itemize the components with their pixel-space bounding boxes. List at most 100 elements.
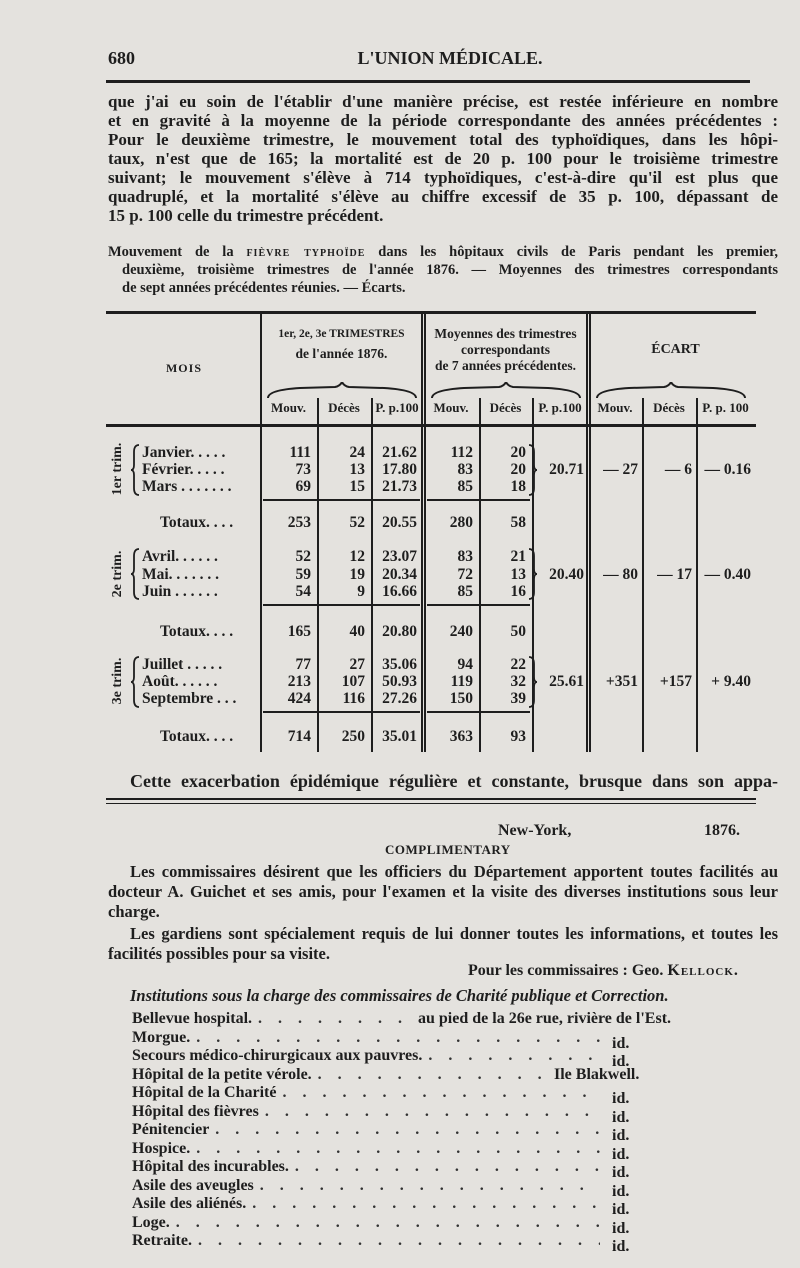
institution-name: Hospice. [132,1139,191,1157]
table-cell: 22 [510,656,527,673]
column-header: P. p.100 [538,400,582,415]
table-cell: 94 [457,656,474,673]
table-cell: 85 [457,583,474,600]
column-divider [479,398,481,752]
ecart-cell: — 17 [657,566,692,583]
column-divider [371,398,373,752]
group-header-line: 1er, 2e, 3e TRIMESTRES [278,328,405,340]
table-cell: 280 [449,514,473,531]
group-header-line: correspondants [460,342,550,357]
table-cell: 32 [510,673,527,690]
table-cell: 50 [510,623,527,640]
table-cell: 50.93 [382,673,417,690]
section-rule-2 [106,803,756,804]
institution-name: Secours médico-chirurgicaux aux pauvres. [132,1047,423,1064]
subtotal-rule [263,711,420,713]
institution-name: Bellevue hospital. [132,1010,253,1027]
institution-row: Hôpital de la petite vérole. . . . . . . … [132,1066,542,1084]
after-table-text: Cette exacerbation épidémique régulière … [130,771,778,791]
leader-dots: . . . . . . . . . . . . . . . . . . . . … [197,1232,600,1249]
table-cell: 714 [287,728,311,745]
subtotal-rule [263,604,420,606]
quarter-brace [130,548,140,600]
mois-header: MOIS [165,361,202,375]
column-divider [421,314,423,752]
month-label: Totaux. . . . [160,623,234,640]
subtotal-rule [427,499,530,501]
table-cell: 52 [349,514,366,531]
group-header-line: de 7 années précédentes. [435,358,576,373]
table-cell: 77 [295,656,312,673]
column-header: P. p.100 [375,400,419,415]
quarter-label: 2e trim. [110,550,125,598]
leader-dots: . . . . . . . . . . . . . . . . . . . . … [258,1010,406,1027]
table-cell: 20.34 [382,566,417,583]
column-divider [696,398,698,752]
group-1976-header: 1er, 2e, 3e TRIMESTRES de l'année 1876. [260,326,423,362]
table-cell: 165 [287,623,311,640]
table-cell: 111 [289,444,311,461]
institution-location: id. [612,1164,630,1181]
table-cell: 93 [510,728,527,745]
intro-line: que j'ai eu soin de l'établir d'une mani… [108,92,778,111]
column-divider [589,314,591,752]
leader-dots: . . . . . . . . . . . . . . . . . . . . … [196,1139,600,1157]
table-cell: 116 [342,690,365,707]
leader-dots: . . . . . . . . . . . . . . . . . . . . … [196,1028,600,1046]
table-cell: 27.26 [382,690,417,707]
table-cell: 69 [295,478,312,495]
institution-row: Pénitencier . . . . . . . . . . . . . . .… [132,1121,600,1139]
section-rule-1 [106,798,756,800]
table-cell: 12 [349,548,366,565]
institution-location: id. [612,1053,630,1070]
table-cell: 23.07 [382,548,417,565]
ecart-cell: — 27 [603,461,638,478]
group-moyennes-header: Moyennes des trimestres correspondants d… [423,326,588,374]
ecart-cell: — 0.40 [704,566,752,583]
letter-title: COMPLIMENTARY [385,842,511,857]
month-label: Juillet . . . . . [142,656,223,673]
table-cell: 21.73 [382,478,417,495]
table-cell: 72 [457,566,474,583]
leader-dots: . . . . . . . . . . . . . . . . . . . . … [317,1065,542,1083]
table-cell: 240 [449,623,473,640]
header-rule [106,80,750,83]
quarter-brace [130,656,140,708]
column-divider [424,314,426,752]
table-cell: 52 [295,548,312,565]
institution-row: Morgue. . . . . . . . . . . . . . . . . .… [132,1029,600,1047]
institution-location: au pied de la 26e rue, rivière de l'Est. [418,1010,672,1027]
header-braces [267,382,746,399]
institution-location: Ile Blakwell. [554,1065,640,1083]
institution-row: Secours médico-chirurgicaux aux pauvres.… [132,1047,600,1065]
institution-location: id. [612,1238,630,1255]
table-caption-line-3: de sept années précédentes réunies. — Éc… [122,280,406,296]
month-label: Janvier. . . . . [142,444,226,461]
institution-location: id. [612,1145,630,1163]
month-label: Avril. . . . . . [142,548,218,565]
ecart-cell: +351 [605,673,638,690]
table-cell: 16.66 [382,583,417,600]
institution-name: Morgue. [132,1028,191,1046]
table-cell: 119 [450,673,473,690]
group-header-line: Moyennes des trimestres [434,326,577,341]
institution-row: Loge. . . . . . . . . . . . . . . . . . .… [132,1214,600,1232]
letter-line: docteur A. Guichet et ses amis, pour l'e… [108,882,778,901]
column-header: Décès [653,400,685,415]
quarter-brace [130,444,140,496]
ecart-cell: + 9.40 [711,673,751,690]
moyenne-pct: 20.71 [549,461,584,478]
institution-row: Hôpital de la Charité . . . . . . . . . .… [132,1084,600,1102]
table-cell: 58 [510,514,527,531]
quarter-label: 1er trim. [110,442,125,496]
month-label: Mars . . . . . . . [142,478,232,495]
institution-location: id. [612,1108,630,1126]
caption-smallcaps: fièvre typhoïde [246,244,366,260]
column-divider [586,314,588,752]
moyenne-pct: 25.61 [549,673,584,690]
letter-signature: Pour les commissaires : Geo. Kellock. [468,962,739,980]
table-cell: 363 [449,728,473,745]
ecart-cell: — 6 [664,461,692,478]
signature-name: Kellock. [667,962,739,979]
institution-name: Hôpital de la petite vérole. [132,1065,312,1083]
